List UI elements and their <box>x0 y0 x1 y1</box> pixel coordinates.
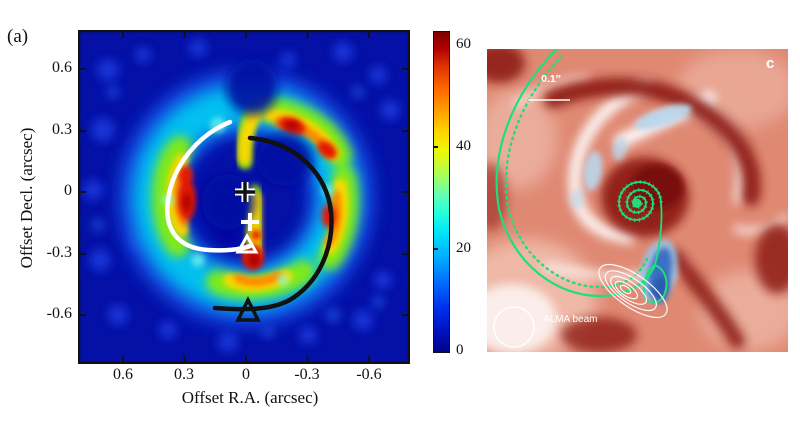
spiral-arms <box>487 49 788 352</box>
axis-ticks <box>78 30 410 364</box>
panel-a-label: (a) <box>7 26 29 47</box>
axes-frame <box>78 30 410 364</box>
colorbar-tick <box>433 146 438 148</box>
colorbar-tick-label: 0 <box>456 342 464 358</box>
white-spiral-overlay <box>165 119 253 253</box>
alma-beam-ellipse <box>493 306 535 348</box>
y-tick-label: -0.6 <box>46 305 72 322</box>
y-tick-label: 0 <box>64 182 72 199</box>
residual-paint <box>487 49 788 352</box>
colorbar-tick-label: 40 <box>456 138 471 154</box>
alma-beam-label: ALMA beam <box>543 314 598 325</box>
central-cavity <box>202 59 313 246</box>
blue-patches <box>570 104 692 209</box>
white-contours <box>598 263 668 319</box>
y-tick-label: -0.3 <box>46 244 72 261</box>
y-tick-label: 0.6 <box>52 59 72 76</box>
panel-a-plot <box>78 30 410 364</box>
x-tick-label: 0.3 <box>174 366 194 383</box>
spiral-center-dot <box>632 198 642 208</box>
outer-spiral-solid <box>495 49 657 298</box>
white-cross-marker <box>241 213 259 231</box>
x-tick-label: 0.6 <box>113 366 133 383</box>
heatmap-paint <box>78 30 410 364</box>
panel-c-residual-map <box>487 49 788 352</box>
x-axis-label: Offset R.A. (arcsec) <box>181 388 319 407</box>
panel-c-label: c <box>766 55 775 72</box>
panel-a-heatmap <box>78 30 410 364</box>
blue-feature-green-contour <box>642 263 668 304</box>
colorbar-tick <box>433 248 438 250</box>
scale-bar-label: 0.1″ <box>541 73 561 85</box>
white-triangle-marker <box>235 232 259 254</box>
black-triangle-marker <box>235 296 261 322</box>
noise-blobs <box>83 39 400 352</box>
x-tick-label: 0 <box>242 366 250 383</box>
colorbar-tick-label: 20 <box>456 240 471 256</box>
green-spiral-overlays <box>495 49 668 304</box>
colorbar-tick-label: 60 <box>456 36 471 52</box>
outer-spiral-dotted <box>504 55 649 289</box>
noise-blobs-light <box>92 86 384 338</box>
colorbar <box>433 31 450 353</box>
y-tick-label: 0.3 <box>52 121 72 138</box>
panel-c-plot <box>487 49 788 352</box>
black-cross-marker <box>235 182 255 202</box>
black-spiral-overlay <box>212 135 334 312</box>
x-tick-label: -0.6 <box>356 366 382 383</box>
x-tick-label: -0.3 <box>294 366 320 383</box>
